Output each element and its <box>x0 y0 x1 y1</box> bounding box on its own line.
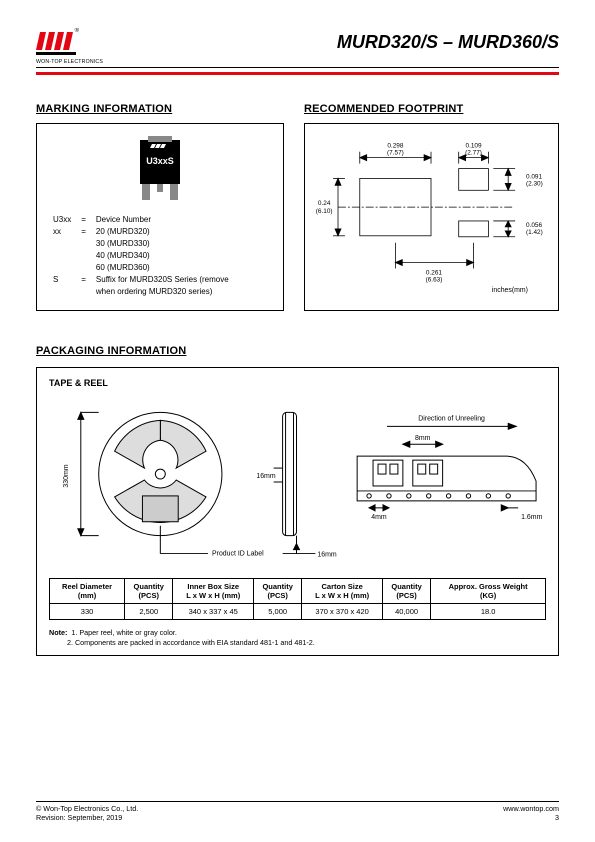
header-accent-line <box>36 72 559 75</box>
footer-page: 3 <box>555 813 559 822</box>
svg-text:330mm: 330mm <box>63 464 70 487</box>
footer-url: www.wontop.com <box>503 804 559 813</box>
company-name: WON-TOP ELECTRONICS <box>36 59 103 65</box>
packaging-box: TAPE & REEL 330mm <box>36 367 559 656</box>
footprint-box: 0.298 (7.57) 0.109 (2.77) 0.24 (6.10) 0.… <box>304 123 559 311</box>
svg-text:®: ® <box>75 28 80 34</box>
packaging-note: Note: 1. Paper reel, white or gray color… <box>49 628 546 647</box>
svg-text:Product ID Label: Product ID Label <box>212 551 264 558</box>
svg-text:(6.63): (6.63) <box>426 276 443 283</box>
footer-copyright: © Won-Top Electronics Co., Ltd. <box>36 804 138 813</box>
svg-text:4mm: 4mm <box>371 514 387 521</box>
marking-section: MARKING INFORMATION U3xxS U3xx <box>36 103 284 311</box>
svg-text:Direction of Unreeling: Direction of Unreeling <box>418 415 485 422</box>
marking-box: U3xxS U3xx=Device Number xx=20 (MURD320)… <box>36 123 284 311</box>
svg-text:inches(mm): inches(mm) <box>492 287 528 294</box>
tape-reel-diagram: 330mm Product ID Label 16mm 16mm <box>49 396 546 566</box>
pkg-th-qty2: Quantity(PCS) <box>254 579 302 604</box>
packaging-section-title: PACKAGING INFORMATION <box>36 345 559 357</box>
svg-text:(2.77): (2.77) <box>465 150 482 157</box>
page-header: ® WON-TOP ELECTRONICS MURD320/S – MURD36… <box>36 28 559 68</box>
marking-legend-table: U3xx=Device Number xx=20 (MURD320) 30 (M… <box>47 212 235 298</box>
part-number-title: MURD320/S – MURD360/S <box>337 32 559 53</box>
footprint-section-title: RECOMMENDED FOOTPRINT <box>304 103 559 115</box>
pkg-th-qty3: Quantity(PCS) <box>382 579 430 604</box>
company-logo-icon: ® <box>36 28 84 58</box>
pkg-th-inner: Inner Box SizeL x W x H (mm) <box>173 579 254 604</box>
svg-text:16mm: 16mm <box>317 552 336 559</box>
pkg-th-qty1: Quantity(PCS) <box>125 579 173 604</box>
svg-text:(7.57): (7.57) <box>387 150 404 157</box>
svg-text:0.24: 0.24 <box>318 200 331 207</box>
svg-text:(1.42): (1.42) <box>526 229 543 236</box>
chip-diagram-icon: U3xxS <box>130 136 190 204</box>
svg-text:16mm: 16mm <box>256 473 275 480</box>
svg-text:(6.10): (6.10) <box>316 208 333 215</box>
svg-text:1.6mm: 1.6mm <box>521 514 542 521</box>
footer-revision: Revision: September, 2019 <box>36 813 122 822</box>
svg-text:8mm: 8mm <box>415 435 431 442</box>
page-footer: © Won-Top Electronics Co., Ltd. Revision… <box>36 801 559 822</box>
svg-text:(2.30): (2.30) <box>526 180 543 187</box>
footprint-section: RECOMMENDED FOOTPRINT <box>304 103 559 311</box>
footprint-diagram: 0.298 (7.57) 0.109 (2.77) 0.24 (6.10) 0.… <box>305 124 558 310</box>
pkg-th-carton: Carton SizeL x W x H (mm) <box>302 579 383 604</box>
pkg-th-weight: Approx. Gross Weight(KG) <box>431 579 546 604</box>
svg-text:U3xxS: U3xxS <box>146 156 174 166</box>
pkg-th-reel: Reel Diameter(mm) <box>50 579 125 604</box>
logo-area: ® WON-TOP ELECTRONICS <box>36 28 103 65</box>
packaging-section: PACKAGING INFORMATION TAPE & REEL <box>36 345 559 656</box>
tape-reel-title: TAPE & REEL <box>49 378 546 388</box>
table-row: 330 2,500 340 x 337 x 45 5,000 370 x 370… <box>50 604 546 620</box>
marking-section-title: MARKING INFORMATION <box>36 103 284 115</box>
packaging-table: Reel Diameter(mm) Quantity(PCS) Inner Bo… <box>49 578 546 620</box>
